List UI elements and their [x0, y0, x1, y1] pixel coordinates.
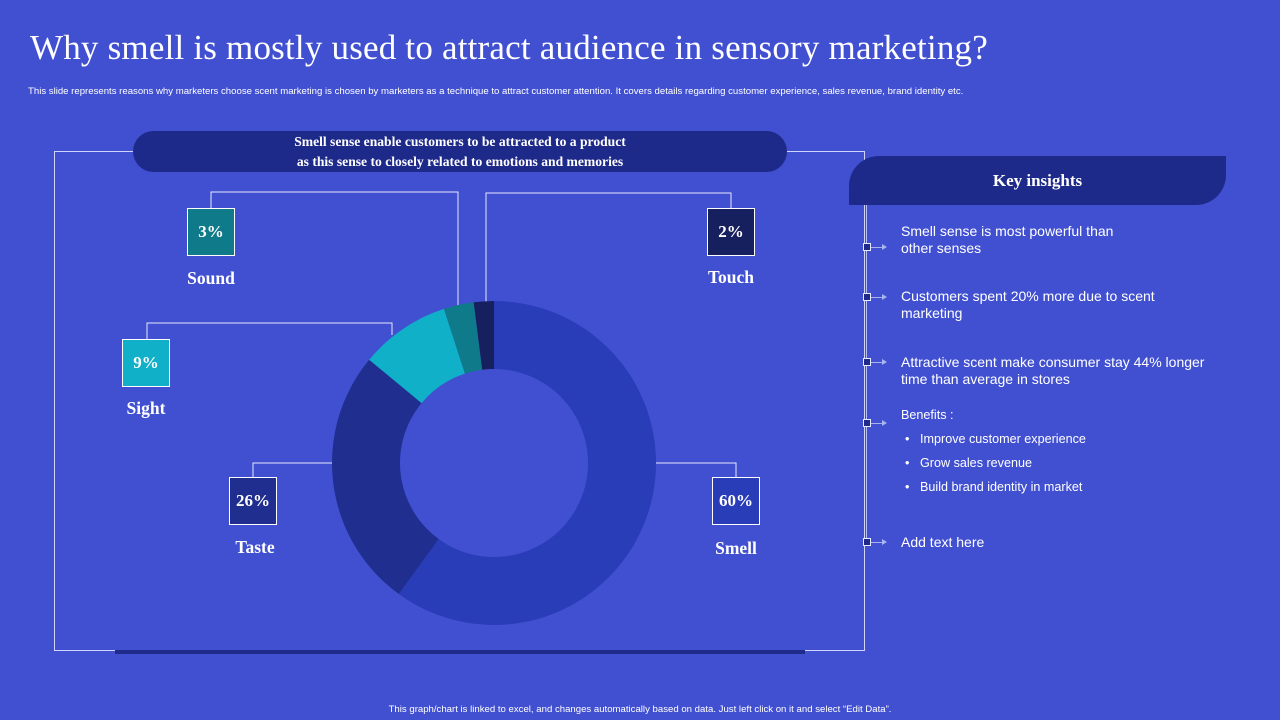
donut-slice-sight [369, 308, 465, 404]
category-label-smell: Smell [715, 538, 757, 558]
arrow-icon [882, 538, 887, 545]
benefit-item: • Grow sales revenue [905, 456, 1032, 470]
insight-add-text: Add text here [901, 534, 985, 550]
banner-line-1: Smell sense enable customers to be attra… [294, 133, 626, 149]
arrow-icon [882, 293, 887, 300]
value-box-touch: 2% [707, 208, 755, 256]
insights-timeline [866, 205, 867, 542]
connector-lines [146, 191, 737, 477]
connector-sight [146, 322, 393, 339]
arrow-icon [882, 358, 887, 365]
benefits-label: Benefits : [901, 408, 954, 422]
value-box-smell: 60% [712, 477, 760, 525]
footnote: This graph/chart is linked to excel, and… [388, 704, 892, 715]
connector-sound [210, 191, 459, 305]
key-insights-header: Key insights [849, 156, 1226, 205]
frame-bottom-bar [115, 650, 805, 654]
page-subtitle: This slide represents reasons why market… [28, 86, 964, 97]
bullet-glyph: • [905, 456, 910, 470]
donut-slice-touch [473, 301, 494, 370]
donut-slices [332, 301, 657, 626]
connector-touch [485, 192, 732, 303]
connector-smell [656, 462, 737, 477]
donut-slice-smell [398, 301, 657, 626]
category-label-sight: Sight [126, 398, 166, 418]
benefit-item: • Build brand identity in market [905, 480, 1083, 494]
insight-3: Attractive scent make consumer stay 44% … [901, 354, 1205, 387]
banner-line-2: as this sense to closely related to emot… [296, 153, 624, 169]
category-label-sound: Sound [187, 268, 235, 288]
benefit-item: • Improve customer experience [905, 432, 1086, 446]
bullet-glyph: • [905, 480, 910, 494]
insight-1: Smell sense is most powerful than other … [901, 223, 1114, 256]
donut-slice-sound [443, 302, 483, 374]
page-title: Why smell is mostly used to attract audi… [30, 28, 988, 67]
value-box-sound: 3% [187, 208, 235, 256]
arrow-icon [882, 243, 887, 250]
category-label-touch: Touch [707, 267, 755, 287]
value-box-sight: 9% [122, 339, 170, 387]
value-box-taste: 26% [229, 477, 277, 525]
bullet-glyph: • [905, 432, 910, 446]
connector-taste [252, 462, 333, 477]
donut-slice-taste [332, 359, 439, 595]
category-label-taste: Taste [235, 537, 275, 557]
chart-banner: Smell sense enable customers to be attra… [133, 131, 787, 172]
insight-2: Customers spent 20% more due to scent ma… [901, 288, 1155, 321]
arrow-icon [882, 419, 887, 426]
